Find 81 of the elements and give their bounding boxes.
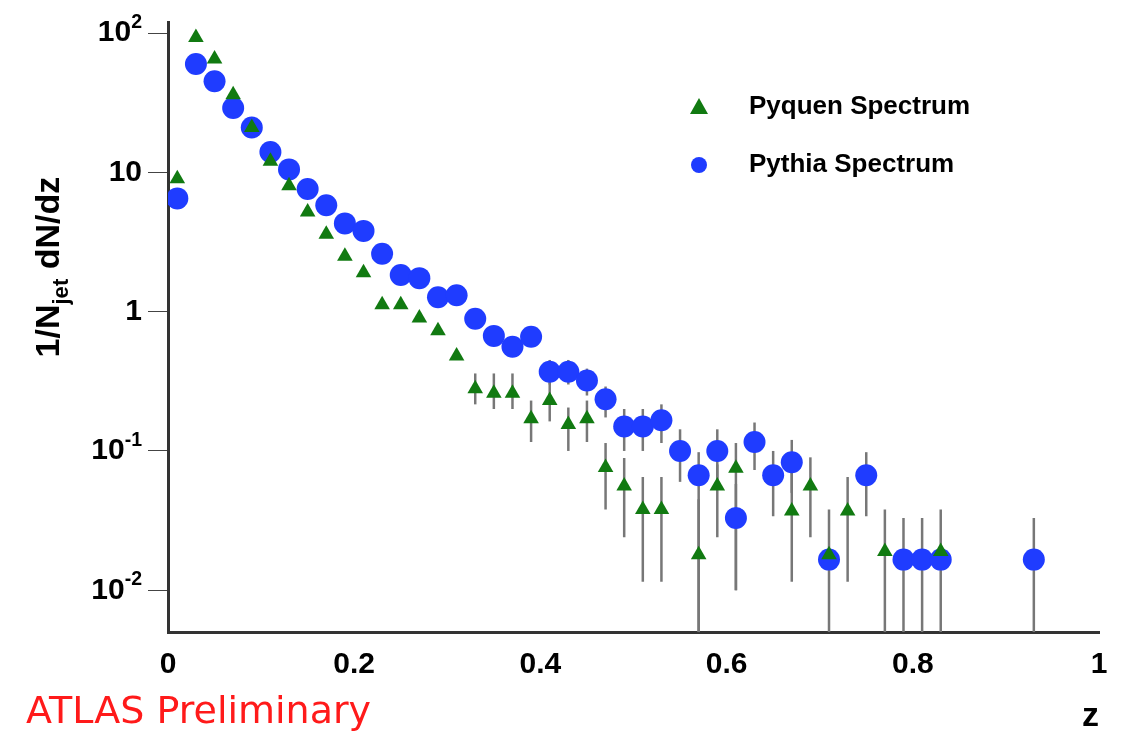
point — [222, 96, 245, 119]
point — [389, 264, 412, 287]
point — [430, 321, 446, 336]
point — [728, 459, 744, 473]
point — [371, 242, 394, 265]
point — [780, 451, 803, 474]
point — [892, 548, 915, 571]
point — [669, 439, 692, 462]
point — [594, 388, 617, 411]
point — [783, 502, 800, 516]
point — [352, 219, 375, 242]
point — [206, 50, 223, 64]
point — [579, 409, 595, 424]
text: ATLAS Preliminary — [26, 688, 372, 732]
point — [557, 360, 580, 383]
point — [337, 247, 353, 261]
x-tick-label: 0.8 — [891, 646, 934, 680]
point — [486, 384, 502, 398]
x-tick-label: 1 — [1090, 646, 1108, 680]
point — [839, 502, 856, 516]
point — [560, 415, 577, 429]
point — [168, 187, 189, 210]
point — [188, 28, 204, 42]
point — [169, 169, 186, 184]
x-tick-label: 0.4 — [519, 646, 562, 680]
point — [299, 202, 316, 217]
point — [184, 52, 207, 75]
point — [426, 286, 449, 309]
point — [464, 307, 487, 330]
point — [911, 548, 934, 571]
point — [333, 212, 356, 235]
point — [445, 284, 468, 307]
y-axis-title: 1/Njet dN/dz — [28, 176, 73, 358]
point — [501, 335, 524, 358]
point — [802, 477, 819, 491]
y-tick-label: 10 — [108, 153, 143, 187]
point — [315, 194, 338, 217]
point — [690, 545, 707, 560]
point — [616, 477, 632, 491]
x-tick-label: 0 — [159, 646, 177, 680]
legend-label: Pyquen Spectrum — [749, 90, 971, 121]
point — [482, 324, 505, 347]
point — [709, 477, 726, 491]
point — [467, 379, 484, 394]
point — [225, 85, 241, 100]
x-tick-label: 0.6 — [705, 646, 748, 680]
legend-label: Pythia Spectrum — [749, 148, 955, 179]
point — [203, 70, 226, 93]
point — [635, 500, 651, 514]
point — [278, 158, 301, 181]
point — [706, 439, 729, 462]
point — [520, 325, 543, 348]
point — [411, 309, 428, 323]
point — [743, 430, 766, 453]
point — [932, 542, 949, 556]
point — [523, 409, 539, 424]
point — [374, 295, 390, 310]
point — [408, 267, 431, 290]
point — [687, 464, 710, 487]
point — [613, 415, 636, 438]
point — [392, 295, 409, 310]
point — [650, 409, 673, 432]
x-tick-label: 0.2 — [333, 646, 376, 680]
point — [296, 177, 319, 200]
point — [281, 176, 297, 191]
x-axis-title: z — [1082, 694, 1099, 733]
point — [631, 415, 654, 438]
y-tick-label: 1 — [125, 292, 142, 326]
point — [575, 369, 598, 392]
point — [318, 225, 335, 239]
point — [597, 458, 614, 473]
point — [877, 542, 893, 556]
point — [653, 500, 670, 514]
point — [1022, 548, 1045, 571]
point — [762, 464, 785, 487]
point — [448, 347, 465, 361]
point — [724, 507, 747, 530]
point — [504, 384, 521, 398]
point — [541, 391, 558, 406]
point — [355, 263, 372, 278]
point — [855, 464, 878, 487]
